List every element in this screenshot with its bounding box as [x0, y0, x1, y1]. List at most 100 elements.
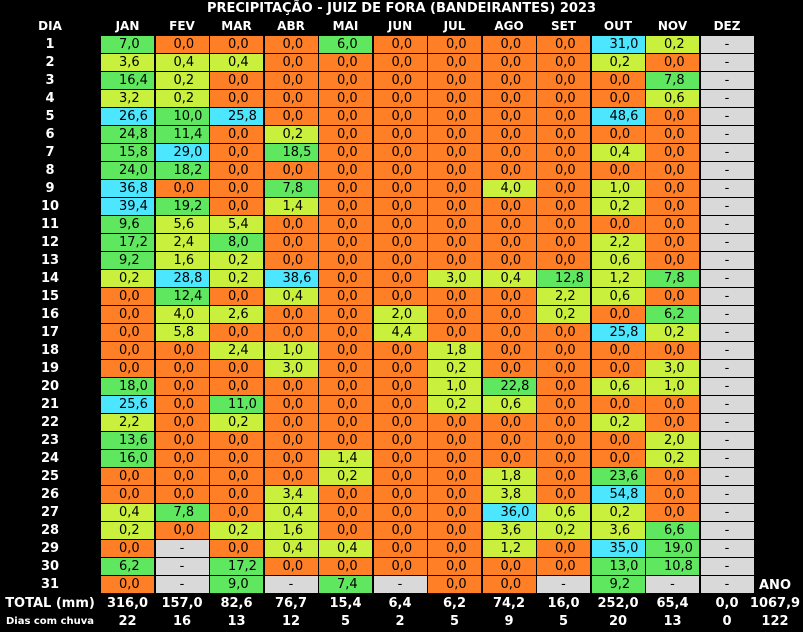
month-header: NOV — [657, 19, 688, 33]
total-label: TOTAL (mm) — [5, 596, 95, 611]
month-header: JAN — [115, 19, 140, 33]
month-rain-days: 5 — [558, 614, 569, 629]
precip-cell: 0,0 — [537, 90, 590, 107]
precip-cell: 0,0 — [373, 180, 427, 197]
precip-cell: 2,0 — [373, 306, 427, 323]
precip-cell: 0,6 — [482, 396, 536, 413]
precip-cell: 0,0 — [264, 54, 318, 71]
precip-cell: 2,4 — [210, 342, 263, 359]
precip-cell: 0,0 — [264, 396, 318, 413]
precip-cell: - — [700, 396, 754, 413]
precip-cell: 0,0 — [537, 486, 590, 503]
day-number: 10 — [40, 199, 60, 214]
precip-cell: 0,0 — [428, 576, 481, 593]
day-number: 13 — [40, 253, 60, 268]
precip-cell: - — [155, 558, 209, 575]
precip-cell: 0,0 — [319, 270, 372, 287]
precip-cell: 0,0 — [537, 216, 590, 233]
month-total: 252,0 — [597, 596, 639, 611]
month-header: JUN — [387, 19, 413, 33]
precip-cell: 13,6 — [101, 432, 154, 449]
precip-cell: 0,0 — [482, 126, 536, 143]
precip-cell: 0,0 — [537, 468, 590, 485]
precip-cell: 3,0 — [646, 360, 699, 377]
month-rain-days: 12 — [281, 614, 301, 629]
precip-cell: 0,2 — [155, 90, 209, 107]
precip-cell: 0,0 — [646, 126, 699, 143]
precip-cell: 0,0 — [101, 576, 154, 593]
precip-cell: 0,0 — [537, 126, 590, 143]
precip-cell: 0,0 — [210, 288, 263, 305]
precip-cell: 0,0 — [155, 180, 209, 197]
precip-cell: - — [700, 252, 754, 269]
precip-cell: 0,0 — [101, 324, 154, 341]
precip-cell: 0,0 — [155, 378, 209, 395]
day-number: 3 — [45, 73, 55, 88]
precip-cell: - — [373, 576, 427, 593]
rain-days-ano: 122 — [761, 614, 789, 629]
precip-cell: 0,0 — [537, 540, 590, 557]
precip-cell: 0,0 — [264, 90, 318, 107]
precip-cell: 26,6 — [101, 108, 154, 125]
precip-cell: 18,0 — [101, 378, 154, 395]
day-number: 14 — [40, 271, 60, 286]
precip-cell: 0,0 — [646, 162, 699, 179]
precip-cell: 0,2 — [537, 306, 590, 323]
precip-cell: 0,0 — [482, 234, 536, 251]
month-total: 6,4 — [388, 596, 412, 611]
precip-cell: 0,0 — [373, 450, 427, 467]
sheet-title: PRECIPITAÇÃO - JUIZ DE FORA (BANDEIRANTE… — [206, 1, 597, 16]
precip-cell: 31,0 — [591, 36, 645, 53]
precip-cell: 0,0 — [646, 54, 699, 71]
precip-cell: - — [700, 54, 754, 71]
precip-cell: 0,0 — [646, 288, 699, 305]
precip-cell: 0,0 — [101, 342, 154, 359]
day-number: 29 — [40, 541, 60, 556]
precip-cell: 11,4 — [155, 126, 209, 143]
precip-cell: 0,0 — [428, 216, 481, 233]
precip-cell: 0,0 — [537, 342, 590, 359]
precip-cell: 0,2 — [210, 270, 263, 287]
precip-cell: 0,0 — [537, 252, 590, 269]
precip-cell: 0,0 — [264, 36, 318, 53]
precip-cell: 28,8 — [155, 270, 209, 287]
precip-cell: 0,0 — [210, 468, 263, 485]
precip-cell: 0,0 — [428, 180, 481, 197]
day-number: 16 — [40, 307, 60, 322]
precip-cell: 9,2 — [591, 576, 645, 593]
precip-cell: - — [155, 576, 209, 593]
precip-cell: - — [700, 126, 754, 143]
precip-cell: 24,8 — [101, 126, 154, 143]
precip-cell: 1,4 — [264, 198, 318, 215]
precip-cell: 5,6 — [155, 216, 209, 233]
precip-cell: 0,0 — [646, 342, 699, 359]
precip-cell: 0,0 — [646, 396, 699, 413]
precip-cell: 0,0 — [482, 288, 536, 305]
precip-cell: 0,0 — [264, 378, 318, 395]
precip-cell: 48,6 — [591, 108, 645, 125]
precip-cell: 9,2 — [101, 252, 154, 269]
precip-cell: 0,2 — [591, 198, 645, 215]
precip-cell: 0,0 — [537, 558, 590, 575]
precip-cell: 0,0 — [373, 522, 427, 539]
day-number: 11 — [40, 217, 60, 232]
precip-cell: 0,0 — [537, 396, 590, 413]
precip-cell: 0,0 — [210, 378, 263, 395]
month-rain-days: 20 — [608, 614, 628, 629]
precip-cell: 0,0 — [319, 306, 372, 323]
precip-cell: 4,0 — [155, 306, 209, 323]
precip-cell: 0,0 — [591, 396, 645, 413]
precip-cell: 0,0 — [264, 216, 318, 233]
precip-cell: 0,0 — [482, 432, 536, 449]
precip-cell: 0,0 — [646, 252, 699, 269]
precip-cell: 18,2 — [155, 162, 209, 179]
precip-cell: 0,0 — [482, 360, 536, 377]
precip-cell: 0,0 — [591, 90, 645, 107]
precip-cell: 0,0 — [264, 252, 318, 269]
dia-header: DIA — [38, 19, 62, 33]
precip-cell: 12,8 — [537, 270, 590, 287]
precip-cell: 0,0 — [428, 108, 481, 125]
precip-cell: - — [700, 522, 754, 539]
precip-cell: 36,8 — [101, 180, 154, 197]
precip-cell: - — [700, 378, 754, 395]
